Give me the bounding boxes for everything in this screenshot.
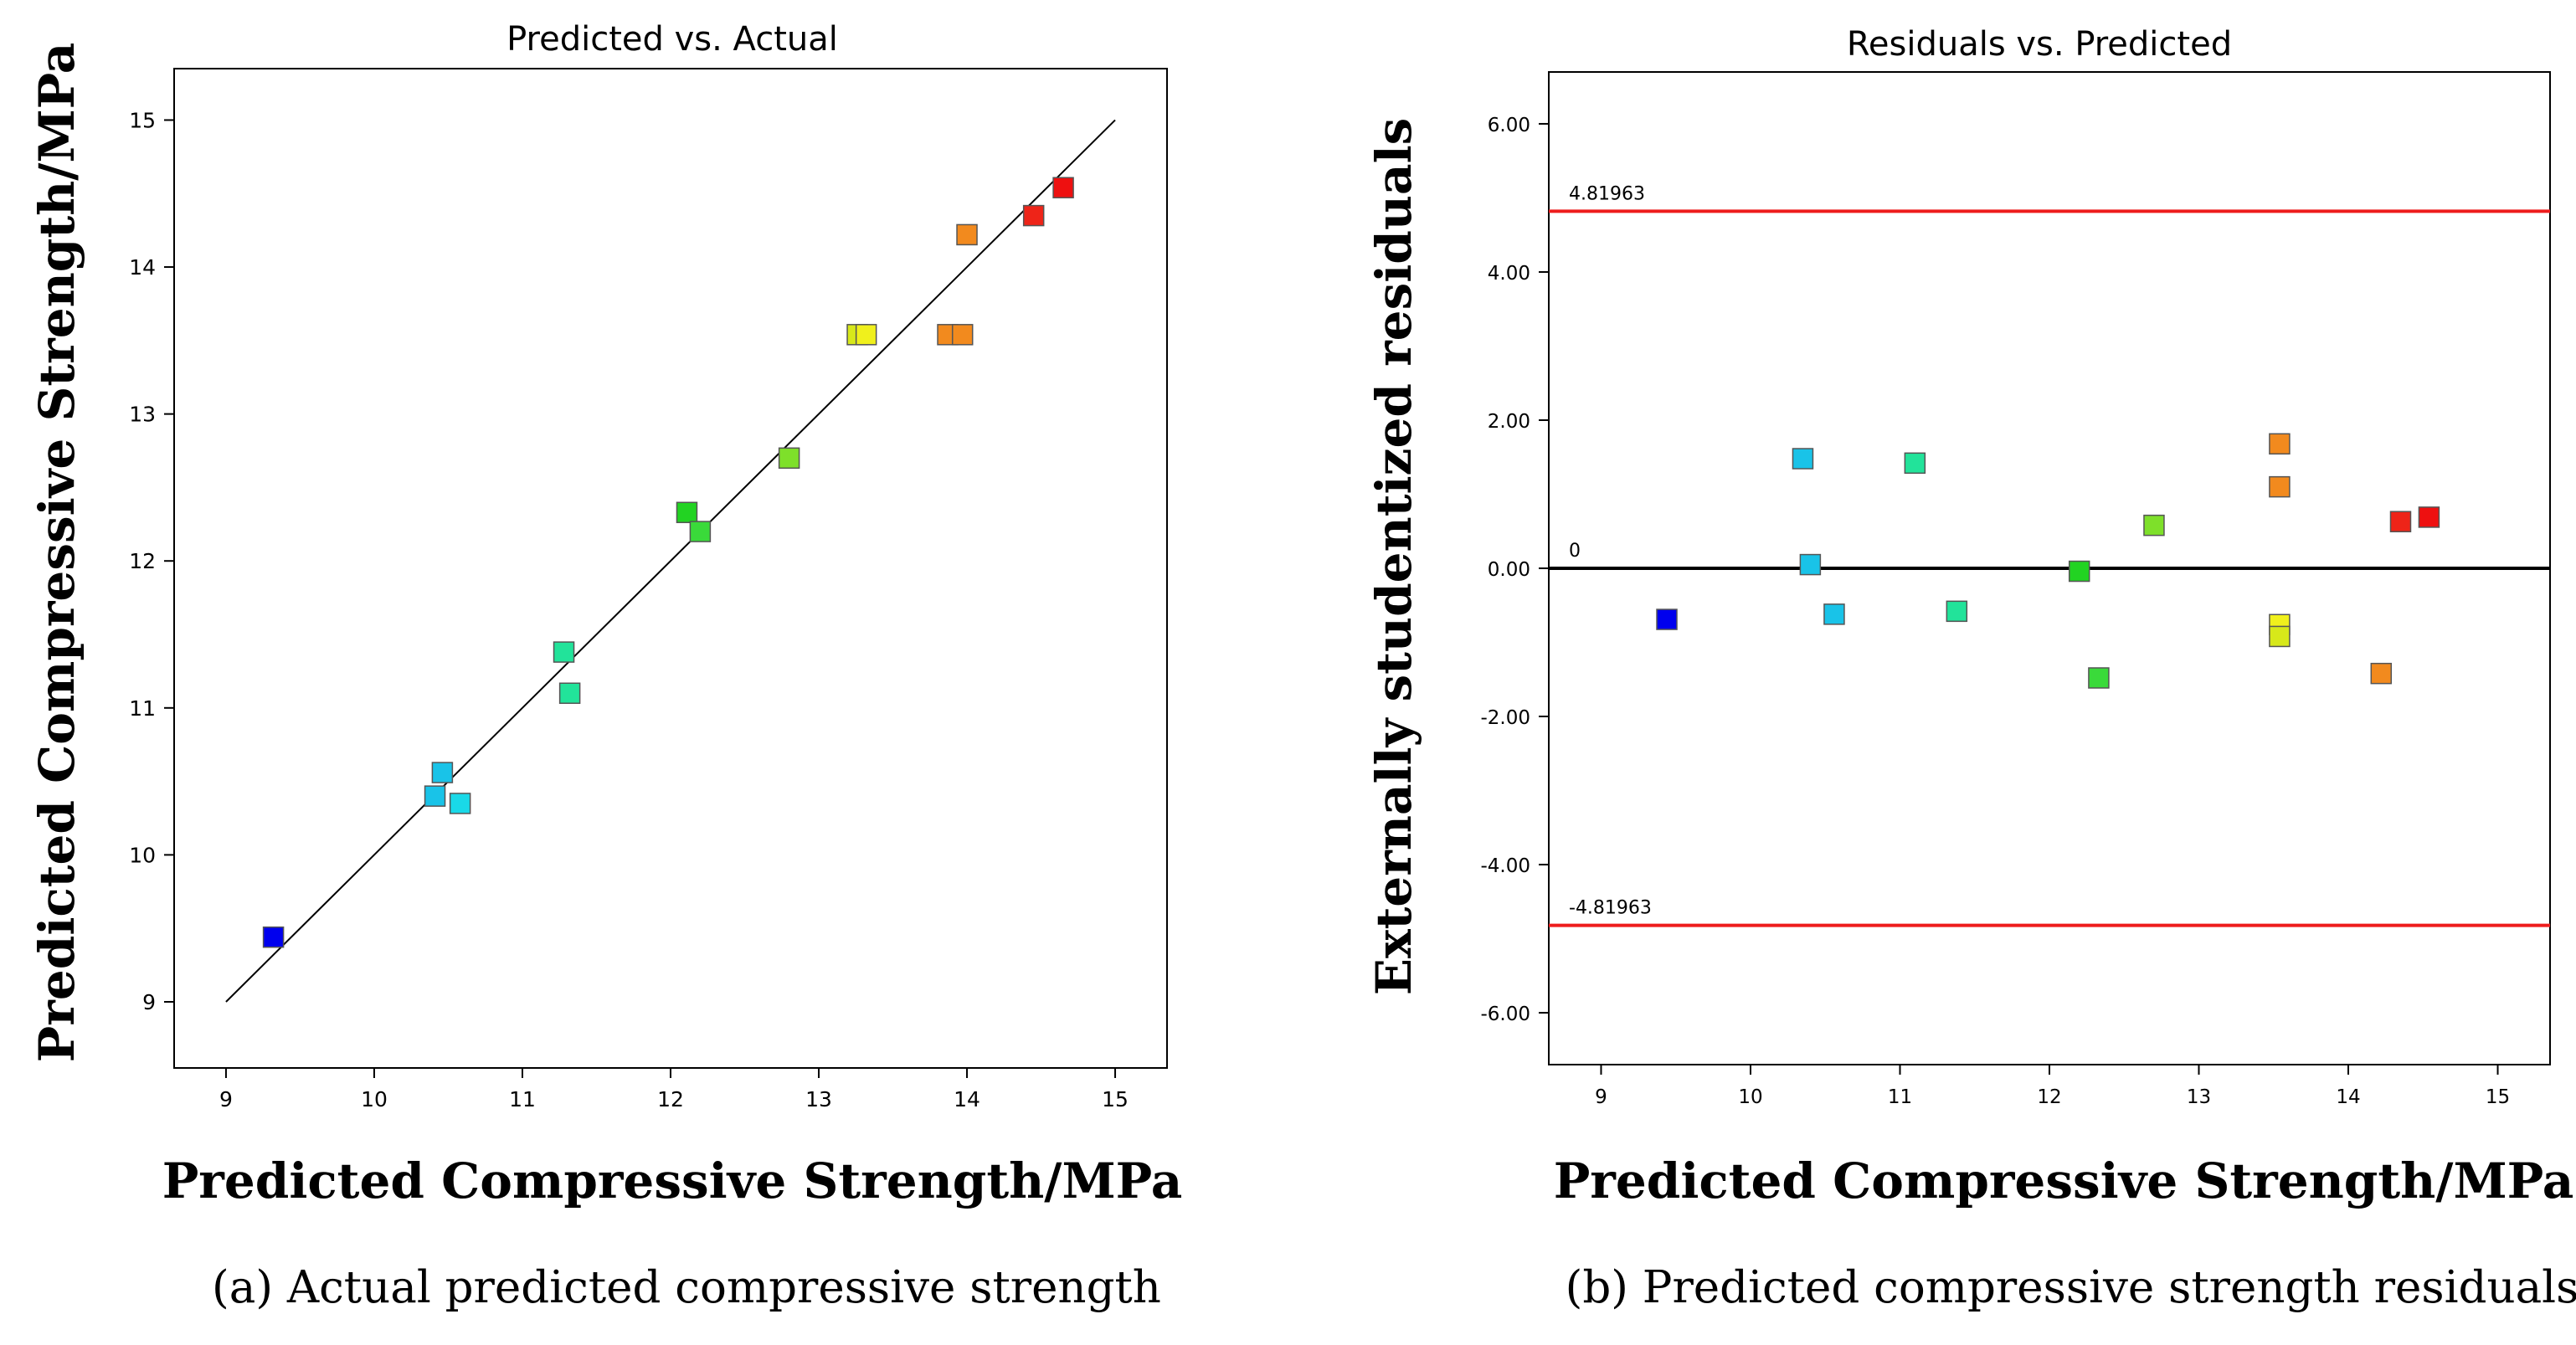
data-point bbox=[1792, 448, 1814, 470]
chart-b-title: Residuals vs. Predicted bbox=[1847, 25, 2232, 64]
y-tick-label: 13 bbox=[129, 403, 156, 427]
data-point bbox=[2143, 514, 2165, 536]
y-tick-label: 9 bbox=[142, 990, 156, 1014]
data-point bbox=[1052, 177, 1074, 198]
chart-a-reference-line bbox=[225, 119, 1116, 1003]
chart-b-y-label: Externally studentized residuals bbox=[1365, 118, 1422, 996]
data-point bbox=[2370, 662, 2393, 685]
y-tick-label: -2.00 bbox=[1480, 707, 1530, 729]
chart-a-caption: (a) Actual predicted compressive strengt… bbox=[212, 1262, 1161, 1313]
x-tick-label: 12 bbox=[2037, 1086, 2061, 1108]
x-tick-label: 14 bbox=[954, 1087, 980, 1111]
x-tick-label: 9 bbox=[219, 1087, 233, 1111]
y-tick-label: 12 bbox=[129, 549, 156, 573]
y-tick-label: -4.00 bbox=[1480, 855, 1530, 877]
x-tick-label: 11 bbox=[509, 1087, 536, 1111]
chart-a-plot-frame bbox=[173, 68, 1168, 1069]
data-point bbox=[424, 785, 446, 807]
y-tick-label: 15 bbox=[129, 108, 156, 132]
data-point bbox=[951, 324, 974, 346]
data-point bbox=[262, 926, 285, 948]
y-tick-label: 6.00 bbox=[1488, 115, 1530, 136]
x-tick-label: 9 bbox=[1595, 1086, 1607, 1108]
data-point bbox=[676, 501, 698, 524]
data-point bbox=[1904, 452, 1926, 475]
data-point bbox=[689, 521, 712, 542]
y-tick-label: 2.00 bbox=[1488, 411, 1530, 433]
y-tick-label: 11 bbox=[129, 696, 156, 721]
chart-a-x-axis: 9 10 11 12 13 14 15 bbox=[219, 1068, 1129, 1111]
data-point bbox=[2269, 475, 2291, 498]
data-point bbox=[855, 324, 877, 346]
limit-line-label: 0 bbox=[1569, 541, 1581, 562]
chart-b-y-axis: 6.00 4.00 2.00 0.00 -2.00 -4.00 -6.00 bbox=[1480, 115, 1549, 1025]
x-tick-label: 13 bbox=[2187, 1086, 2211, 1108]
data-point bbox=[558, 682, 581, 704]
x-tick-label: 11 bbox=[1888, 1086, 1912, 1108]
x-tick-label: 13 bbox=[805, 1087, 832, 1111]
x-tick-label: 12 bbox=[657, 1087, 684, 1111]
chart-a-y-label: Predicted Compressive Strength/MPa bbox=[28, 43, 85, 1063]
chart-a: Predicted vs. Actual 9 10 11 12 13 14 15 9 10 11… bbox=[28, 20, 1182, 1313]
limit-line-label: 4.81963 bbox=[1569, 183, 1645, 204]
x-tick-label: 14 bbox=[2336, 1086, 2360, 1108]
chart-b: Residuals vs. Predicted 6.00 4.00 2.00 0.00… bbox=[1365, 25, 2576, 1313]
data-point bbox=[553, 641, 575, 663]
data-point bbox=[1946, 600, 1968, 623]
y-tick-label: 14 bbox=[129, 255, 156, 280]
data-point bbox=[1022, 204, 1045, 227]
chart-b-x-label: Predicted Compressive Strength/MPa bbox=[1554, 1152, 2574, 1209]
chart-b-caption: (b) Predicted compressive strength resid… bbox=[1566, 1262, 2576, 1313]
data-point bbox=[431, 762, 454, 783]
chart-b-points bbox=[1656, 433, 2440, 689]
data-point bbox=[2389, 511, 2412, 532]
y-tick-label: 4.00 bbox=[1488, 263, 1530, 285]
data-point bbox=[1823, 603, 1845, 625]
data-point bbox=[778, 447, 800, 470]
chart-a-points bbox=[262, 177, 1074, 948]
x-tick-label: 10 bbox=[361, 1087, 388, 1111]
data-point bbox=[2068, 560, 2090, 583]
chart-a-x-label: Predicted Compressive Strength/MPa bbox=[162, 1152, 1183, 1209]
y-tick-label: -6.00 bbox=[1480, 1004, 1530, 1025]
chart-a-y-axis: 9 10 11 12 13 14 15 bbox=[129, 108, 174, 1014]
data-point bbox=[956, 223, 978, 246]
chart-b-x-axis: 9 10 11 12 13 14 15 bbox=[1595, 1065, 2510, 1108]
chart-a-title: Predicted vs. Actual bbox=[506, 20, 838, 59]
x-tick-label: 15 bbox=[2486, 1086, 2510, 1108]
data-point bbox=[1799, 553, 1822, 576]
x-tick-label: 10 bbox=[1738, 1086, 1762, 1108]
chart-b-limit-lines: 4.81963 -4.81963 0 bbox=[1549, 183, 2550, 927]
data-point bbox=[2418, 506, 2440, 528]
data-point bbox=[2088, 667, 2110, 689]
data-point bbox=[2269, 625, 2291, 648]
data-point bbox=[1656, 608, 1678, 630]
data-point bbox=[2269, 433, 2291, 455]
x-tick-label: 15 bbox=[1102, 1087, 1129, 1111]
data-point bbox=[449, 793, 471, 814]
y-tick-label: 10 bbox=[129, 843, 156, 867]
limit-line-label: -4.81963 bbox=[1569, 898, 1652, 919]
y-tick-label: 0.00 bbox=[1488, 559, 1530, 581]
